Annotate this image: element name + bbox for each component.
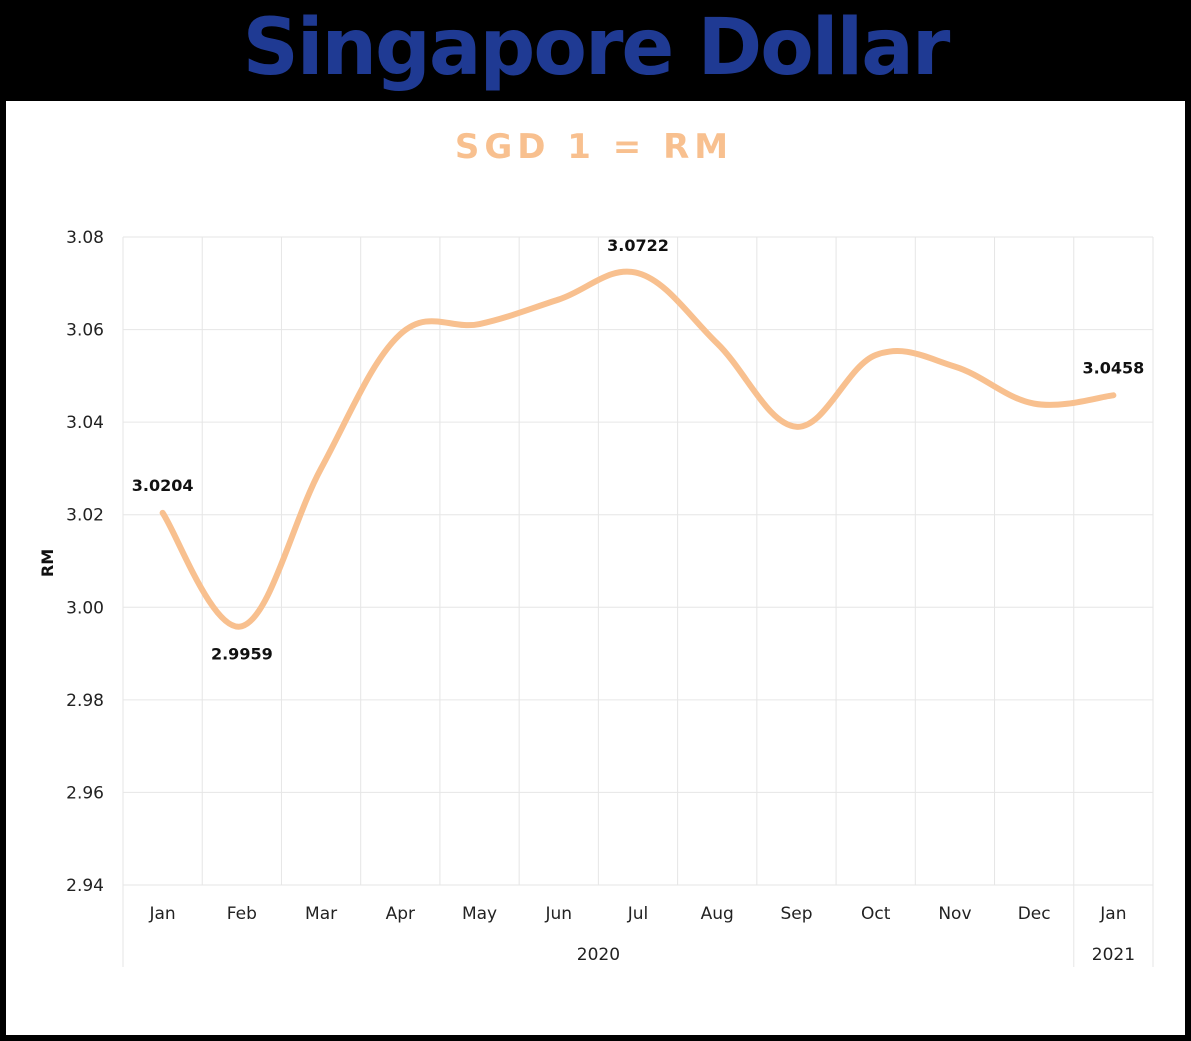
data-point <box>716 342 718 344</box>
x-tick-label: Jan <box>149 904 176 924</box>
data-label: 3.0458 <box>1083 358 1145 377</box>
x-tick-label: Dec <box>1018 904 1051 924</box>
data-label: 3.0722 <box>607 236 669 255</box>
data-point <box>162 512 164 514</box>
y-tick-label: 3.06 <box>66 321 104 341</box>
x-tick-label: Oct <box>861 904 891 924</box>
data-label: 3.0204 <box>132 476 194 495</box>
x-axis-ticks: Jan Feb Mar Apr May Jun Jul Aug Sep Oct Nov Dec Jan <box>149 904 1127 924</box>
data-point <box>320 467 322 469</box>
y-axis-ticks: 3.08 3.06 3.04 3.02 3.00 2.98 2.96 2.94 <box>66 228 104 896</box>
y-tick-label: 3.00 <box>66 598 104 618</box>
x-tick-label: Jan <box>1099 904 1126 924</box>
x-tick-label: Sep <box>780 904 812 924</box>
data-point <box>795 426 797 428</box>
data-point <box>558 298 560 300</box>
data-labels: 3.0204 2.9959 3.0722 3.0458 <box>132 236 1145 663</box>
data-point <box>1112 394 1114 396</box>
data-point <box>241 625 243 627</box>
data-point <box>399 333 401 335</box>
y-tick-label: 2.96 <box>66 783 104 803</box>
x-tick-label: Nov <box>938 904 971 924</box>
x-tick-label: Mar <box>305 904 337 924</box>
chart-title: SGD 1 = RM <box>455 127 733 167</box>
line-chart: SGD 1 = RM 3.08 3.06 3.04 3.02 3.00 2.98 2.96 2… <box>38 127 1154 967</box>
data-point <box>1033 403 1035 405</box>
x-tick-label: Jun <box>544 904 572 924</box>
y-axis-label: RM <box>38 549 57 577</box>
year-group-label: 2020 <box>577 945 620 965</box>
y-tick-label: 3.04 <box>66 413 104 433</box>
x-tick-label: Jul <box>627 904 649 924</box>
x-tick-label: May <box>462 904 497 924</box>
y-tick-label: 3.02 <box>66 506 104 526</box>
y-tick-label: 3.08 <box>66 228 104 248</box>
series-layer <box>159 268 1117 630</box>
page-heading: Singapore Dollar <box>242 3 951 93</box>
x-tick-label: Aug <box>701 904 734 924</box>
data-point <box>875 354 877 356</box>
y-tick-label: 2.98 <box>66 691 104 711</box>
chart-card: SGD 1 = RM 3.08 3.06 3.04 3.02 3.00 2.98 2.96 2… <box>6 101 1185 1035</box>
grid-lines <box>122 236 1154 967</box>
x-tick-label: Feb <box>227 904 257 924</box>
year-group-label: 2021 <box>1092 945 1135 965</box>
data-point <box>637 272 639 274</box>
series-line <box>159 268 1117 630</box>
x-tick-label: Apr <box>386 904 415 924</box>
data-point <box>479 323 481 325</box>
x-axis-year-groups: 2020 2021 <box>577 945 1135 965</box>
y-tick-label: 2.94 <box>66 876 104 896</box>
data-point <box>954 366 956 368</box>
data-label: 2.9959 <box>211 644 273 663</box>
